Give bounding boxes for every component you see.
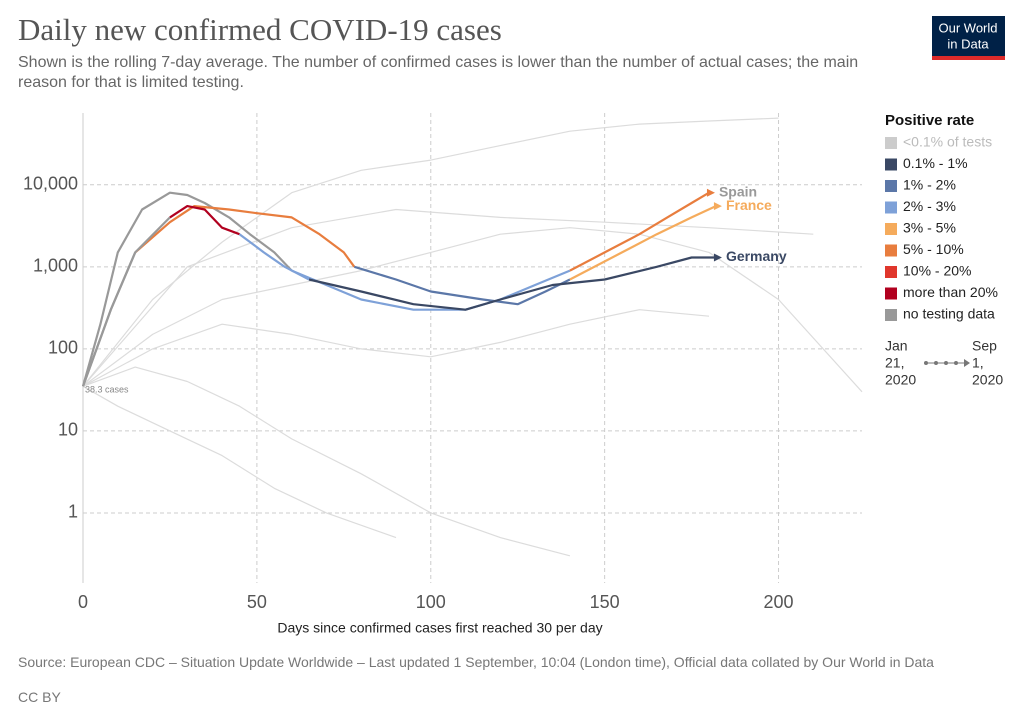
data-line — [82, 208, 814, 387]
legend-label: more than 20% — [903, 284, 998, 300]
logo-text: Our World — [939, 20, 998, 35]
chart: Our World in Data 1 10 100 1,000 10,000 0 50 10… — [23, 16, 1005, 636]
y-tick-label: 10,000 — [23, 174, 78, 194]
legend-label: 0.1% - 1% — [903, 155, 968, 171]
data-line — [238, 233, 310, 281]
logo-text: in Data — [947, 36, 989, 51]
license: CC BY — [18, 689, 61, 705]
data-line — [134, 205, 356, 268]
timeline-start: 2020 — [885, 372, 916, 388]
chart-title: Daily new confirmed COVID-19 cases — [18, 12, 502, 47]
chart-subtitle: Shown is the rolling 7-day average. The … — [18, 54, 859, 91]
y-tick-label: 1 — [68, 502, 78, 522]
data-line — [82, 309, 710, 387]
timeline-end: 1, — [972, 355, 984, 371]
timeline-dot — [954, 361, 958, 365]
data-line — [81, 191, 293, 387]
legend-swatch — [885, 244, 897, 257]
legend-label: 5% - 10% — [903, 241, 964, 257]
legend-swatch — [885, 201, 897, 214]
data-line — [82, 366, 571, 557]
source-note: Source: European CDC – Situation Update … — [18, 654, 934, 670]
annotation: 38.3 cases — [85, 384, 129, 394]
logo-bar — [932, 56, 1005, 60]
legend-swatch — [885, 137, 897, 149]
legend-label: 2% - 3% — [903, 198, 956, 214]
x-axis-label: Days since confirmed cases first reached… — [277, 620, 602, 636]
legend-swatch — [885, 309, 897, 321]
data-line — [82, 227, 863, 393]
x-tick-label: 100 — [416, 592, 446, 612]
legend-label: 1% - 2% — [903, 177, 956, 193]
series-label: France — [726, 197, 772, 213]
data-line — [82, 117, 779, 387]
legend-label: 3% - 5% — [903, 220, 956, 236]
data-line — [82, 385, 397, 539]
timeline-dot — [934, 361, 938, 365]
y-tick-label: 1,000 — [33, 256, 78, 276]
timeline-start: Jan — [885, 338, 908, 354]
line-end-arrow — [706, 188, 715, 197]
legend-swatch — [885, 158, 897, 171]
x-tick-label: 150 — [590, 592, 620, 612]
data-line — [308, 256, 716, 311]
data-line — [569, 191, 710, 272]
legend-label: <0.1% of tests — [903, 134, 992, 150]
y-tick-label: 100 — [48, 338, 78, 358]
timeline-end: 2020 — [972, 372, 1003, 388]
timeline-arrow — [964, 359, 970, 367]
line-end-arrow — [713, 202, 722, 211]
legend-label: no testing data — [903, 306, 995, 322]
series-label: Germany — [726, 248, 787, 264]
timeline-dot — [944, 361, 948, 365]
legend-title: Positive rate — [885, 112, 974, 129]
x-tick-label: 0 — [78, 592, 88, 612]
timeline-end: Sep — [972, 338, 997, 354]
x-tick-label: 200 — [764, 592, 794, 612]
legend-label: 10% - 20% — [903, 263, 971, 279]
data-line — [81, 216, 171, 387]
data-line — [291, 269, 571, 311]
legend-swatch — [885, 266, 897, 278]
data-line — [353, 265, 571, 306]
data-line — [569, 205, 717, 281]
x-tick-label: 50 — [247, 592, 267, 612]
series-label: Spain — [719, 183, 757, 199]
legend-swatch — [885, 223, 897, 235]
timeline-start: 21, — [885, 355, 904, 371]
data-line — [169, 205, 240, 236]
y-tick-label: 10 — [58, 420, 78, 440]
timeline-dot — [924, 361, 928, 365]
legend-swatch — [885, 180, 897, 192]
legend-swatch — [885, 287, 897, 300]
logo-box — [932, 16, 1005, 56]
line-end-arrow — [713, 253, 722, 262]
